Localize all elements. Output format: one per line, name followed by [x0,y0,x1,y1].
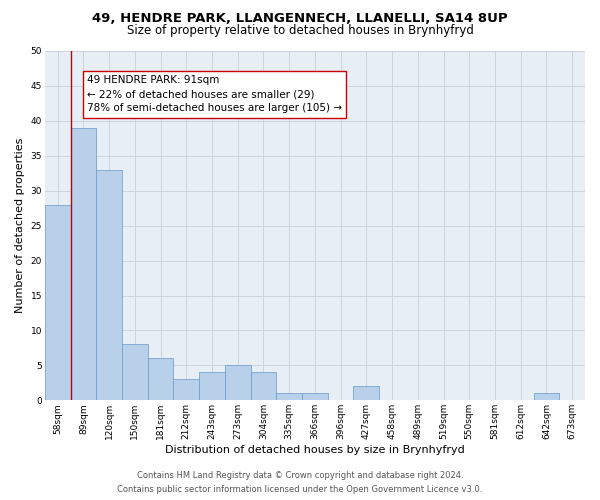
Bar [71,128,96,400]
Bar [173,380,199,400]
Bar [353,386,379,400]
X-axis label: Distribution of detached houses by size in Brynhyfryd: Distribution of detached houses by size … [165,445,465,455]
Bar [533,394,559,400]
Y-axis label: Number of detached properties: Number of detached properties [15,138,25,314]
Bar [251,372,277,400]
Text: 49, HENDRE PARK, LLANGENNECH, LLANELLI, SA14 8UP: 49, HENDRE PARK, LLANGENNECH, LLANELLI, … [92,12,508,24]
Bar [225,366,251,400]
Text: 49 HENDRE PARK: 91sqm
← 22% of detached houses are smaller (29)
78% of semi-deta: 49 HENDRE PARK: 91sqm ← 22% of detached … [87,76,342,114]
Bar [45,204,71,400]
Bar [122,344,148,401]
Bar [199,372,225,400]
Bar [148,358,173,401]
Bar [302,394,328,400]
Text: Contains HM Land Registry data © Crown copyright and database right 2024.
Contai: Contains HM Land Registry data © Crown c… [118,472,482,494]
Bar [277,394,302,400]
Bar [96,170,122,400]
Text: Size of property relative to detached houses in Brynhyfryd: Size of property relative to detached ho… [127,24,473,37]
